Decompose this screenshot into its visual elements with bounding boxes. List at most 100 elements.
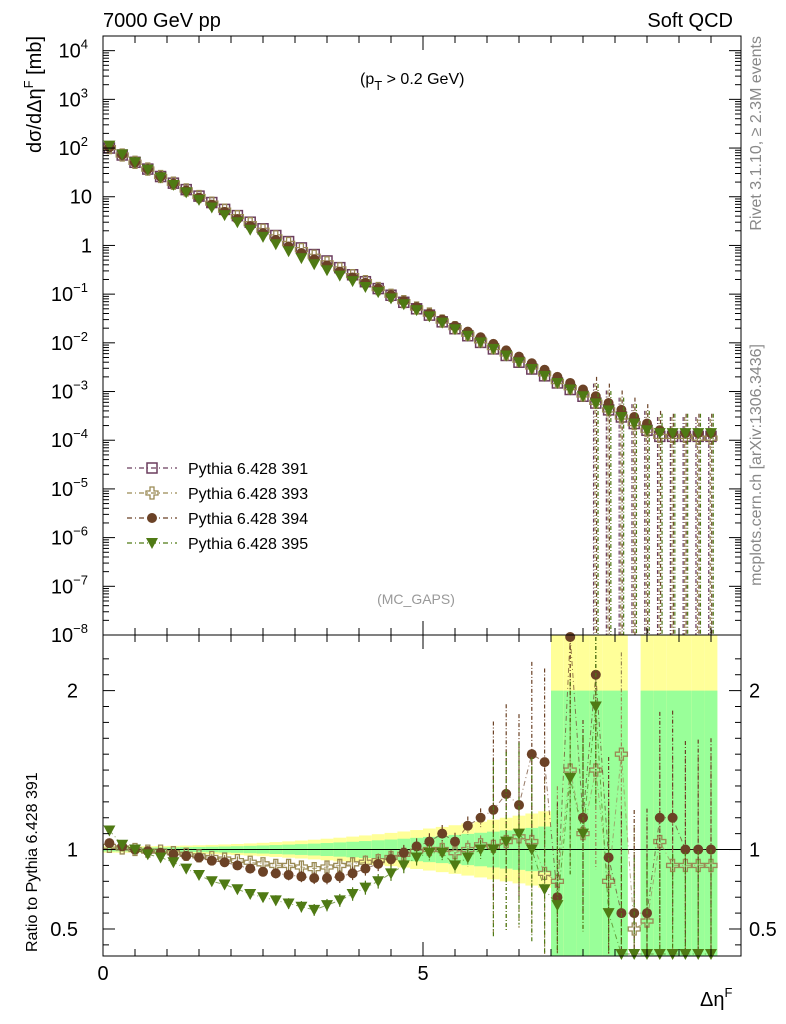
data-point [691, 858, 705, 873]
data-point [245, 863, 256, 874]
data-point [322, 873, 332, 884]
data-point [104, 838, 115, 849]
data-point [218, 879, 231, 891]
data-point [270, 868, 281, 879]
axes: 10−810−710−610−510−410−310−210−111010210… [50, 35, 777, 985]
analysis-label: (MC_GAPS) [377, 591, 455, 607]
ratio-tick-label-right: 1 [749, 840, 760, 862]
data-point [410, 305, 423, 317]
data-point [565, 632, 576, 642]
data-point [308, 259, 321, 271]
data-point [449, 860, 461, 872]
ratio-tick-label-right: 2 [749, 681, 760, 703]
ratio-y-axis-label: Ratio to Pythia 6.428 391 [24, 772, 41, 952]
y-tick-label: 10−6 [51, 524, 88, 550]
data-point [269, 239, 282, 251]
data-point [141, 849, 154, 861]
ratio-series-2 [103, 637, 717, 960]
data-point [475, 812, 486, 823]
legend-label: Pythia 6.428 391 [188, 461, 308, 478]
data-point [641, 425, 653, 437]
data-point [219, 857, 230, 868]
data-point [347, 868, 358, 879]
ratio-tick-label-left: 0.5 [50, 919, 78, 941]
data-point [435, 842, 449, 857]
data-point [308, 904, 321, 916]
data-point [359, 882, 372, 894]
data-point [525, 364, 538, 376]
data-point [244, 224, 257, 236]
legend-label: Pythia 6.428 393 [188, 486, 308, 503]
data-point [334, 871, 345, 882]
data-point [333, 858, 347, 873]
data-point [589, 398, 602, 410]
data-point [628, 949, 641, 960]
data-point [385, 293, 397, 305]
y-tick-label: 10 [70, 187, 92, 209]
data-point [386, 854, 396, 865]
header-right: Soft QCD [647, 10, 733, 32]
y-tick-label: 1 [81, 235, 92, 257]
y-tick-label: 103 [59, 85, 88, 111]
data-point [296, 871, 307, 882]
data-point [666, 428, 679, 440]
ratio-panel [102, 632, 741, 960]
legend-entry: Pythia 6.428 395 [127, 536, 308, 553]
data-point [551, 900, 564, 912]
legend-entry: Pythia 6.428 394 [127, 511, 308, 528]
data-point [360, 863, 371, 874]
ratio-tick-label-right: 0.5 [749, 919, 777, 941]
data-point [232, 860, 243, 871]
y-tick-label: 104 [59, 37, 88, 63]
data-point [462, 820, 473, 831]
data-point [423, 847, 436, 859]
data-point [269, 895, 282, 907]
data-point [653, 949, 666, 960]
data-point [514, 800, 524, 811]
data-point [501, 788, 512, 799]
data-point [167, 857, 180, 869]
legend-marker [145, 486, 159, 500]
data-point [397, 299, 410, 311]
data-point [513, 357, 525, 369]
series-line [109, 636, 711, 914]
y-tick-label: 10−8 [51, 621, 88, 647]
data-point [602, 405, 615, 417]
data-point [603, 852, 614, 863]
y-tick-label: 10−3 [51, 378, 88, 404]
data-point [333, 895, 346, 907]
data-point [295, 253, 308, 265]
data-point [385, 868, 397, 880]
y-tick-label: 10−4 [51, 426, 88, 452]
data-point [411, 841, 422, 852]
data-point [589, 701, 602, 713]
y-tick-label: 102 [59, 134, 88, 160]
data-point [321, 265, 333, 277]
data-point [680, 844, 691, 855]
side-label-top: Rivet 3.1.10, ≥ 2.3M events [748, 36, 765, 231]
data-point [103, 825, 116, 837]
data-point [295, 901, 308, 913]
data-point [564, 773, 577, 785]
data-point [678, 858, 693, 873]
data-point [615, 949, 628, 960]
data-point [103, 140, 116, 152]
data-point [614, 747, 629, 761]
data-point [205, 876, 218, 888]
data-point [679, 949, 692, 960]
data-point [129, 844, 141, 856]
data-point [116, 149, 129, 161]
data-point [321, 900, 333, 912]
data-point [206, 855, 217, 866]
legend: Pythia 6.428 391 Pythia 6.428 393 Pythia 6… [127, 461, 308, 553]
data-point [564, 384, 577, 396]
legend-marker [146, 538, 158, 549]
data-point [346, 276, 359, 288]
data-point [168, 849, 179, 860]
data-point [513, 828, 525, 840]
data-point [679, 428, 692, 440]
data-point [333, 270, 346, 282]
data-point [129, 157, 141, 169]
series-2 [104, 142, 716, 635]
